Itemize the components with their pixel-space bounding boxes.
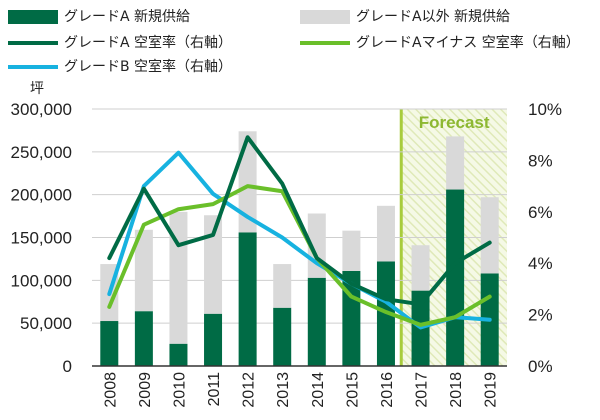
bar-non-grade-a-2018 <box>446 136 465 190</box>
bar-non-grade-a-2009 <box>134 229 153 312</box>
right-tick-label: 10% <box>528 100 562 119</box>
x-tick-label: 2013 <box>275 372 292 408</box>
legend-swatch <box>8 10 58 24</box>
bar-grade-a-2018 <box>446 189 465 366</box>
left-tick-label: 50,000 <box>20 314 72 333</box>
bar-non-grade-a-2017 <box>411 245 430 291</box>
bar-non-grade-a-2016 <box>376 205 395 262</box>
x-tick-label: 2011 <box>206 372 223 407</box>
right-tick-label: 6% <box>528 203 553 222</box>
line-series-grade-b <box>107 150 492 330</box>
line-series-grade-a <box>107 135 492 307</box>
forecast-label: Forecast <box>419 113 490 132</box>
left-tick-label: 250,000 <box>11 143 72 162</box>
x-tick-label: 2017 <box>414 372 431 408</box>
bar-grade-a-2015 <box>342 270 361 366</box>
legend-grade-a-vacancy: グレードA 空室率（右軸） <box>8 34 232 52</box>
legend-swatch <box>8 41 58 45</box>
legend-label: グレードA 新規供給 <box>64 9 191 25</box>
legend-label: グレードAマイナス 空室率（右軸） <box>356 35 580 51</box>
right-tick-label: 0% <box>528 357 553 376</box>
x-tick-label: 2009 <box>137 372 154 408</box>
legend-grade-b-vacancy: グレードB 空室率（右軸） <box>8 58 232 76</box>
legend-label: グレードB 空室率（右軸） <box>64 59 233 75</box>
bar-non-grade-a-2011 <box>204 215 223 314</box>
left-tick-label: 0 <box>63 357 72 376</box>
x-tick-label: 2016 <box>379 372 396 408</box>
legend-label: グレードA以外 新規供給 <box>356 9 511 25</box>
legend-grade-a-minus-vacancy: グレードAマイナス 空室率（右軸） <box>300 34 580 52</box>
right-tick-label: 8% <box>528 151 553 170</box>
bar-grade-a-2009 <box>134 311 153 366</box>
bar-grade-a-2012 <box>238 232 257 366</box>
left-tick-label: 200,000 <box>11 186 72 205</box>
legend-non-grade-a-supply: グレードA以外 新規供給 <box>300 8 510 26</box>
x-tick-label: 2018 <box>448 372 465 408</box>
right-tick-label: 4% <box>528 254 553 273</box>
right-tick-label: 2% <box>528 306 553 325</box>
x-tick-label: 2010 <box>171 372 188 408</box>
legend-swatch <box>8 65 58 69</box>
left-tick-label: 300,000 <box>11 100 72 119</box>
x-tick-label: 2012 <box>241 372 258 408</box>
legend-swatch <box>300 41 350 45</box>
bar-non-grade-a-2012 <box>238 131 257 233</box>
x-tick-label: 2015 <box>344 372 361 408</box>
x-tick-label: 2019 <box>483 372 500 408</box>
left-axis-unit: 坪 <box>30 80 44 96</box>
legend-swatch <box>300 10 350 24</box>
legend-label: グレードA 空室率（右軸） <box>64 35 233 51</box>
legend-grade-a-supply: グレードA 新規供給 <box>8 8 190 26</box>
bar-grade-a-2013 <box>273 307 292 366</box>
left-tick-label: 150,000 <box>11 229 72 248</box>
x-tick-label: 2014 <box>310 372 327 408</box>
bar-grade-a-2011 <box>204 313 223 366</box>
x-tick-label: 2008 <box>102 372 119 408</box>
bar-non-grade-a-2013 <box>273 264 292 308</box>
bar-non-grade-a-2015 <box>342 230 361 271</box>
bar-grade-a-2010 <box>169 343 188 366</box>
left-tick-label: 100,000 <box>11 271 72 290</box>
bar-non-grade-a-2019 <box>480 197 499 274</box>
bar-grade-a-2008 <box>100 321 119 366</box>
bar-grade-a-2014 <box>307 277 326 366</box>
